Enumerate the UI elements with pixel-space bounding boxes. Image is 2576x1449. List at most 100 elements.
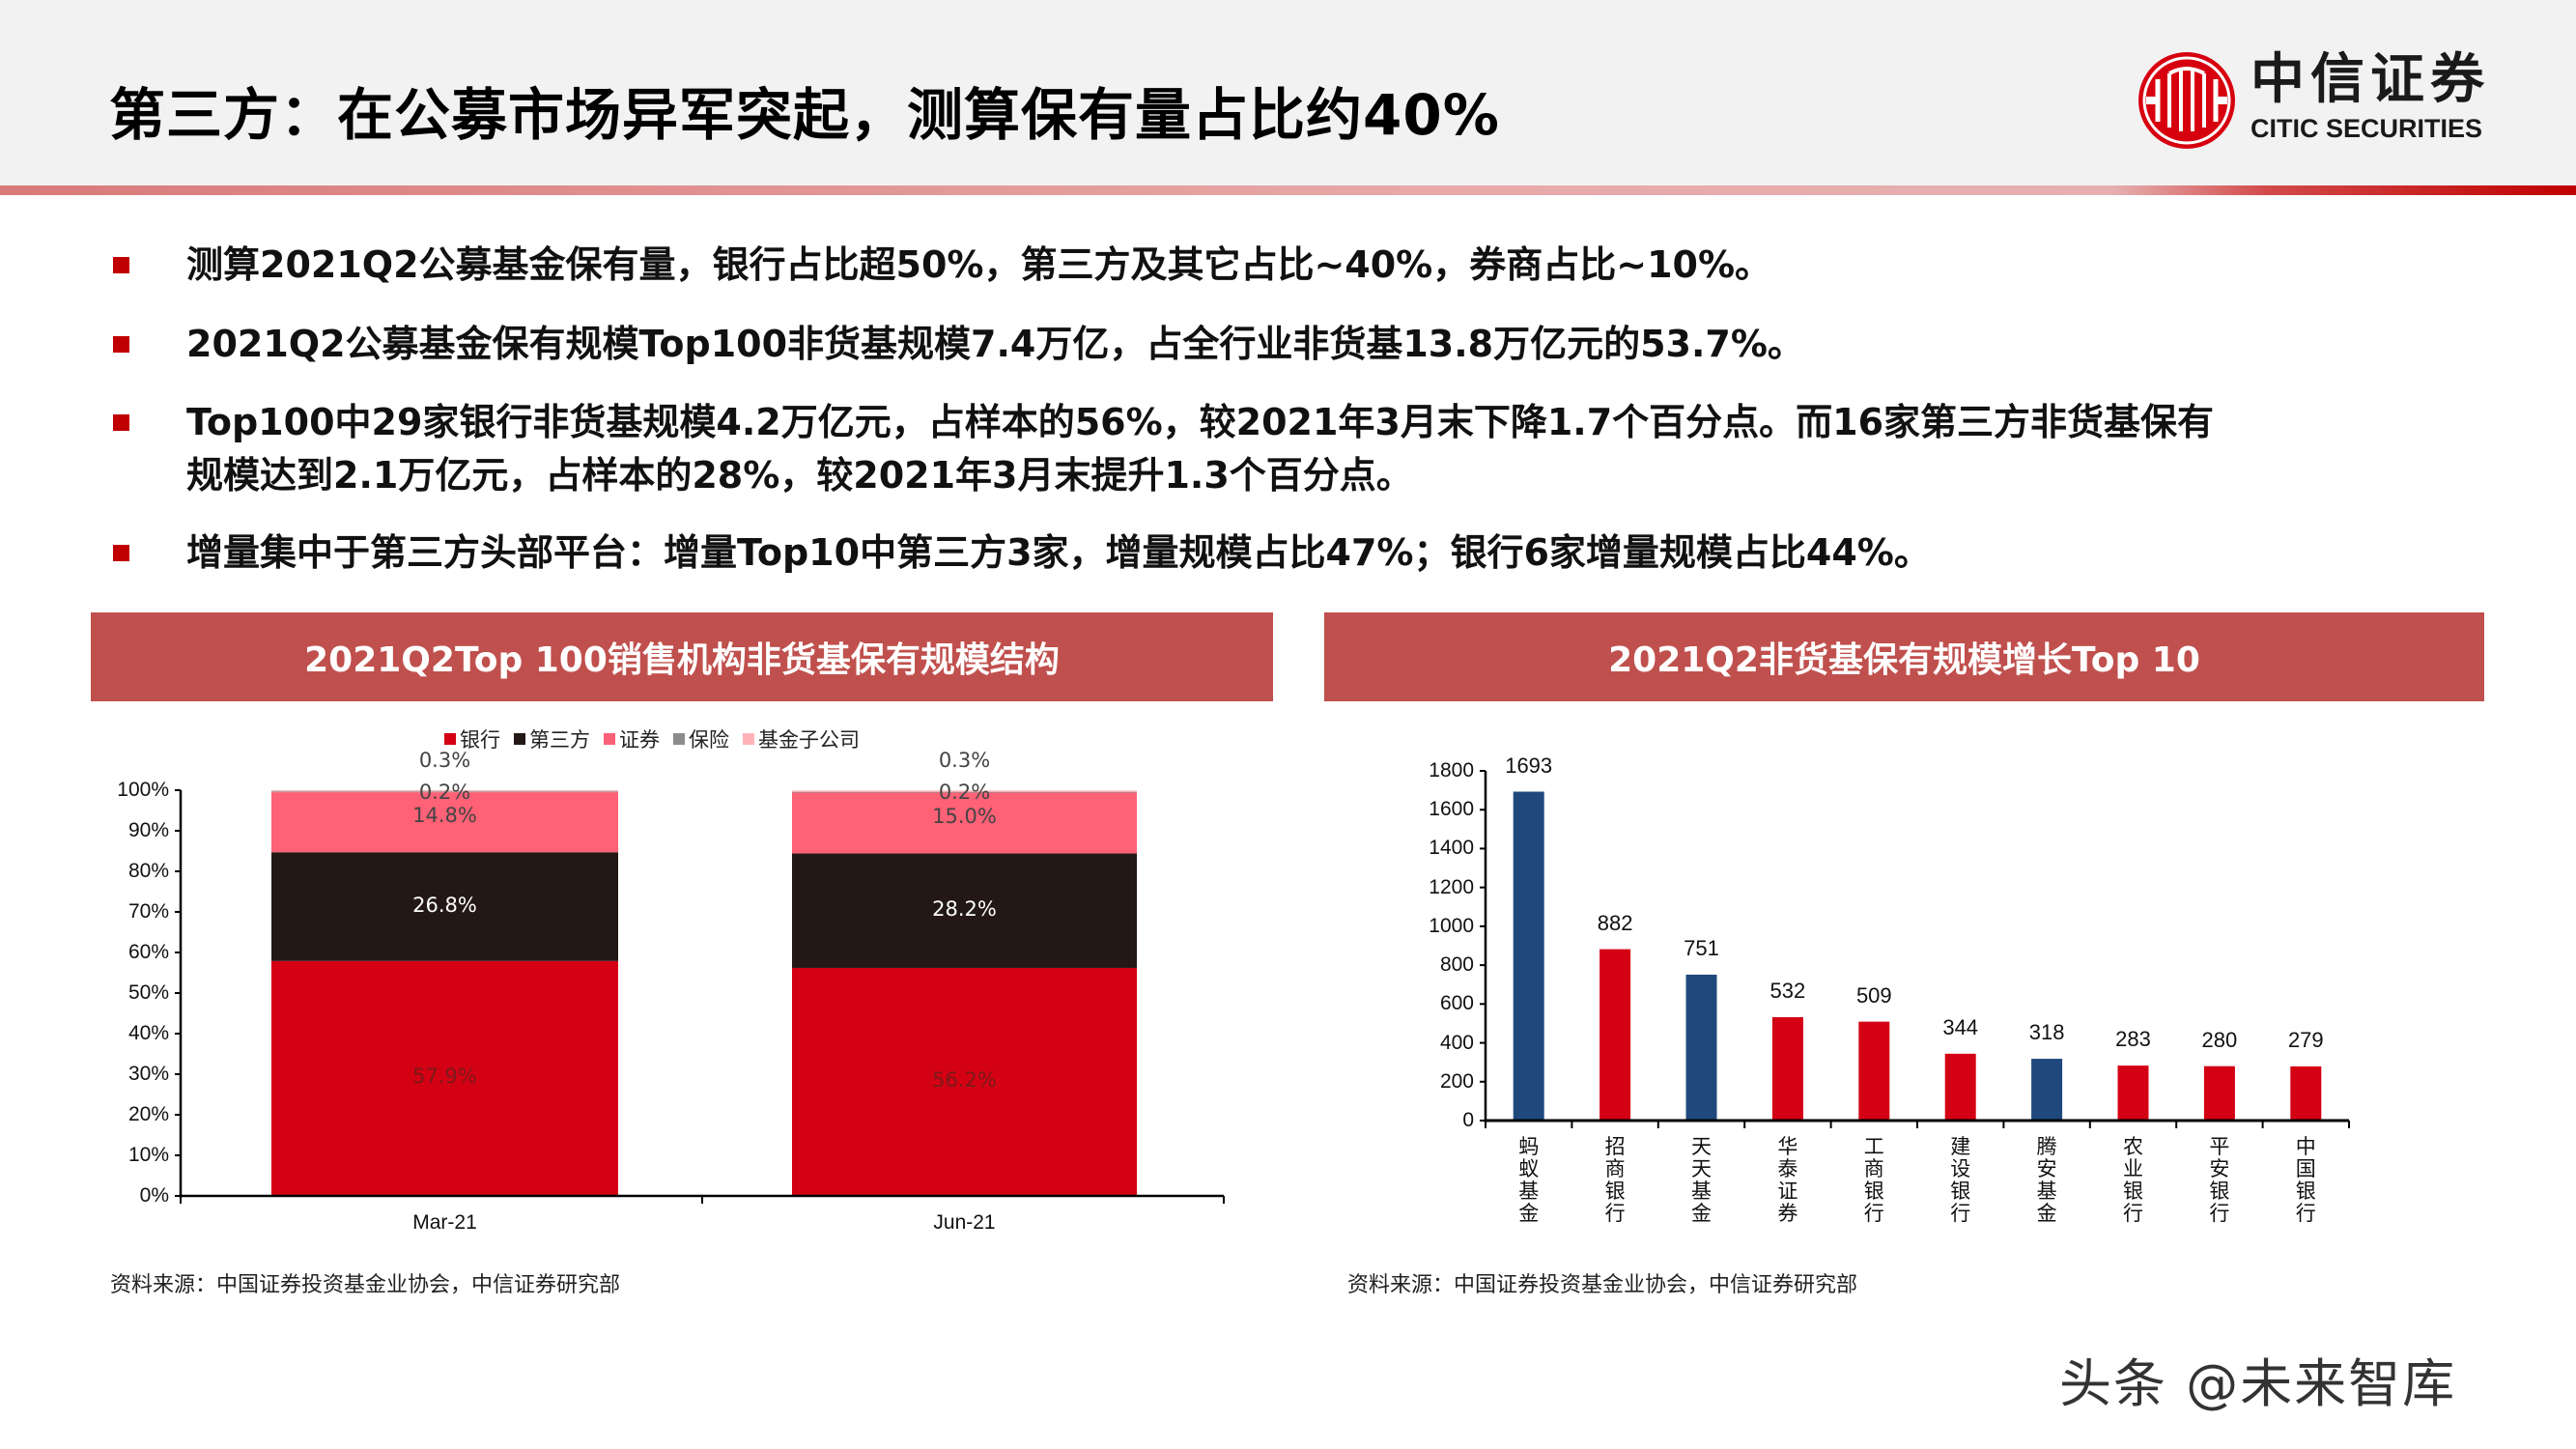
x-tick-label: 中国银行	[2295, 1135, 2316, 1225]
bar	[1599, 949, 1631, 1121]
x-tick-label: 蚂蚁基金	[1518, 1135, 1540, 1225]
y-tick-label: 80%	[127, 860, 169, 882]
bar	[1944, 1053, 1976, 1121]
bar-value-label: 751	[1684, 935, 1719, 960]
logo-english-name: CITIC SECURITIES	[2250, 114, 2483, 143]
bar	[1771, 1017, 1803, 1121]
y-tick-label: 20%	[127, 1103, 169, 1125]
bullet-square-icon	[113, 545, 129, 561]
bar-value-label: 532	[1769, 979, 1806, 1003]
y-tick-label: 40%	[127, 1022, 169, 1044]
bar	[1513, 791, 1544, 1121]
bar-value-label: 509	[1855, 982, 1892, 1008]
legend-swatch-icon	[514, 733, 525, 745]
segment-label-bank: 56.2%	[932, 1067, 997, 1092]
y-tick-label: 600	[1439, 992, 1474, 1015]
bar-value-label: 280	[2201, 1027, 2238, 1052]
legend-item-insurance: 保险	[673, 724, 729, 753]
segment-label-fund-sub: 0.3%	[938, 749, 991, 772]
y-tick-label: 200	[1439, 1069, 1474, 1093]
y-tick-label: 1000	[1429, 914, 1474, 937]
legend-label: 第三方	[529, 728, 590, 752]
x-tick-label: 招商银行	[1604, 1135, 1626, 1225]
legend-item-fund-sub: 基金子公司	[743, 724, 860, 753]
legend-item-securities: 证券	[604, 724, 660, 753]
bar	[1858, 1021, 1890, 1121]
logo-chinese-name: 中信证券	[2250, 47, 2490, 111]
left-chart-title: 2021Q2Top 100销售机构非货基保有规模结构	[304, 640, 1060, 680]
right-chart-source: 资料来源：中国证券投资基金业协会，中信证券研究部	[1347, 1273, 1858, 1297]
bar	[2117, 1065, 2149, 1121]
bar	[1685, 974, 1717, 1121]
segment-label-bank: 57.9%	[412, 1065, 477, 1089]
y-tick-label: 60%	[127, 941, 169, 963]
y-tick-label: 1600	[1429, 798, 1474, 821]
x-tick-label: 建设银行	[1950, 1135, 1971, 1225]
legend-label: 证券	[619, 728, 660, 752]
bar	[2290, 1065, 2322, 1121]
legend-swatch-icon	[604, 733, 615, 745]
citic-logo: 中信证券 CITIC SECURITIES	[2137, 48, 2542, 155]
y-tick-label: 10%	[127, 1144, 169, 1166]
y-tick-label: 90%	[127, 819, 169, 841]
y-tick-label: 50%	[127, 981, 169, 1004]
x-tick-label: 平安银行	[2209, 1135, 2230, 1225]
header-divider	[0, 185, 2576, 195]
y-tick-label: 1800	[1429, 759, 1474, 781]
bullet-square-icon	[113, 336, 129, 353]
legend-label: 银行	[460, 728, 500, 752]
bar	[2031, 1059, 2063, 1121]
bullet-text: 2021Q2公募基金保有规模Top100非货基规模7.4万亿，占全行业非货基13…	[186, 323, 1804, 365]
y-tick-label: 0%	[139, 1184, 169, 1207]
x-tick-label: Jun-21	[933, 1211, 996, 1234]
bar-value-label: 1693	[1505, 753, 1553, 778]
x-tick-label: 腾安基金	[2036, 1135, 2057, 1225]
bullet-square-icon	[113, 257, 129, 273]
segment-label-third-party: 26.8%	[412, 893, 477, 917]
citic-emblem-icon	[2138, 52, 2235, 149]
y-tick-label: 400	[1439, 1031, 1474, 1054]
bullet-text: 测算2021Q2公募基金保有量，银行占比超50%，第三方及其它占比~40%，券商…	[186, 243, 1772, 286]
watermark: 头条 @未来智库	[2059, 1353, 2457, 1414]
bar-value-label: 344	[1942, 1014, 1979, 1039]
y-tick-label: 0	[1462, 1109, 1474, 1131]
y-tick-label: 30%	[127, 1063, 169, 1085]
y-tick-label: 800	[1439, 953, 1474, 977]
bar-value-label: 882	[1597, 910, 1633, 935]
segment-label-securities: 15.0%	[932, 804, 997, 828]
y-tick-label: 1200	[1429, 875, 1474, 898]
right-chart-title: 2021Q2非货基保有规模增长Top 10	[1608, 640, 2200, 680]
segment-label-securities: 14.8%	[412, 804, 477, 828]
legend-swatch-icon	[444, 733, 456, 745]
x-tick-label: 农业银行	[2123, 1135, 2143, 1225]
left-chart-source: 资料来源：中国证券投资基金业协会，中信证券研究部	[110, 1273, 621, 1297]
bar-value-label: 318	[2028, 1020, 2065, 1045]
legend-item-bank: 银行	[444, 724, 500, 753]
bullet-text: Top100中29家银行非货基规模4.2万亿元，占样本的56%，较2021年3月…	[186, 401, 2215, 443]
page-title: 第三方：在公募市场异军突起，测算保有量占比约40%	[109, 82, 1500, 148]
x-tick-label: 华泰证券	[1777, 1135, 1798, 1225]
bar-value-label: 279	[2287, 1027, 2324, 1052]
legend-swatch-icon	[673, 733, 685, 745]
x-tick-label: 工商银行	[1863, 1135, 1884, 1225]
right-chart-title-bar: 2021Q2非货基保有规模增长Top 10	[1324, 612, 2484, 701]
y-tick-label: 100%	[117, 779, 169, 801]
segment-label-fund-sub: 0.3%	[418, 749, 471, 772]
bullet-text-continued: 规模达到2.1万亿元，占样本的28%，较2021年3月末提升1.3个百分点。	[186, 454, 1413, 497]
legend-item-third-party: 第三方	[514, 724, 590, 753]
left-chart-legend: 银行 第三方 证券 保险 基金子公司	[444, 724, 860, 753]
legend-label: 保险	[689, 728, 729, 752]
bullet-text: 增量集中于第三方头部平台：增量Top10中第三方3家，增量规模占比47%；银行6…	[186, 531, 1931, 574]
y-tick-label: 70%	[127, 900, 169, 923]
header: 第三方：在公募市场异军突起，测算保有量占比约40% 中信证券 CITIC SEC…	[0, 0, 2576, 185]
legend-swatch-icon	[743, 733, 754, 745]
x-tick-label: 天天基金	[1691, 1135, 1712, 1225]
bar-value-label: 283	[2115, 1027, 2151, 1052]
bullet-square-icon	[113, 414, 129, 431]
x-tick-label: Mar-21	[412, 1211, 477, 1234]
left-chart-title-bar: 2021Q2Top 100销售机构非货基保有规模结构	[91, 612, 1273, 701]
legend-label: 基金子公司	[758, 728, 860, 752]
segment-label-insurance: 0.2%	[418, 781, 471, 804]
